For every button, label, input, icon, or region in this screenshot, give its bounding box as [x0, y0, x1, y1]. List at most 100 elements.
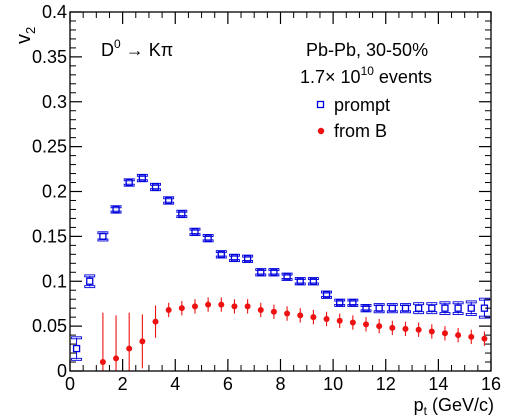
from-b-point [126, 345, 133, 352]
prompt-error-cap-top [294, 277, 306, 281]
prompt-point [388, 304, 396, 312]
prompt-error-cap-bottom [321, 295, 332, 299]
legend-label-from-b: from B [334, 121, 387, 141]
from-b-point [323, 315, 330, 322]
prompt-error-cap-top [71, 336, 83, 340]
prompt-point [322, 291, 331, 299]
from-b-point [415, 326, 422, 333]
x-tick-label: 6 [223, 374, 233, 394]
prompt-error-cap-top [215, 250, 227, 254]
prompt-error-cap-top [255, 268, 267, 272]
prompt-error-cap-bottom [215, 255, 227, 259]
from-b-point [402, 325, 409, 332]
prompt-error-cap-top [307, 277, 319, 281]
prompt-point [151, 183, 160, 191]
prompt-error-cap-bottom [439, 312, 451, 316]
y-axis-title-sub: 2 [23, 27, 38, 34]
prompt-error-cap-bottom [202, 239, 214, 243]
prompt-error-cap-top [452, 301, 464, 305]
prompt-error-cap-top [123, 178, 135, 182]
prompt-error-cap-bottom [281, 278, 293, 281]
prompt-error-cap-top [136, 173, 148, 177]
legend-label-prompt: prompt [334, 95, 390, 115]
legend: prompt from B [316, 95, 390, 141]
from-b-point [284, 310, 291, 317]
y-tick-label: 0.4 [42, 2, 67, 22]
prompt-error-cap-bottom [360, 309, 372, 313]
prompt-error-cap-top [439, 301, 451, 305]
prompt-error-cap-bottom [334, 304, 346, 307]
from-b-point [113, 355, 120, 362]
from-b-point [441, 330, 448, 337]
from-b-point [310, 314, 317, 321]
prompt-error-cap-bottom [163, 201, 175, 205]
collision-system-label: Pb-Pb, 30-50% [306, 40, 428, 60]
prompt-error-cap-bottom [307, 282, 319, 286]
prompt-point [112, 205, 120, 214]
prompt-error-cap-top [150, 182, 161, 186]
x-tick-label: 8 [275, 374, 285, 394]
y-tick-label: 0.25 [32, 137, 67, 157]
event-count-exponent: 10 [361, 64, 375, 78]
prompt-point [217, 250, 225, 258]
prompt-point [243, 255, 252, 263]
prompt-point [125, 178, 133, 187]
from-b-point [349, 319, 356, 326]
prompt-error-cap-bottom [452, 312, 464, 316]
y-tick-label: 0.35 [32, 47, 67, 67]
prompt-error-cap-bottom [71, 357, 83, 361]
from-b-point [455, 332, 462, 339]
prompt-point [296, 277, 304, 285]
prompt-error-cap-top [163, 196, 175, 200]
from-b-point [376, 323, 383, 330]
prompt-point [428, 304, 436, 312]
from-b-point [468, 333, 475, 340]
prompt-error-cap-bottom [84, 285, 96, 289]
event-count-mantissa: 1.7× 10 [300, 67, 361, 87]
from-b-point [428, 328, 435, 335]
decay-channel-label: D0 → Kπ [101, 37, 173, 60]
y-tick-label: 0.3 [42, 92, 67, 112]
prompt-point [309, 277, 318, 285]
prompt-point [401, 304, 410, 312]
prompt-point [257, 268, 265, 276]
prompt-point [165, 196, 173, 205]
prompt-error-cap-bottom [110, 210, 122, 214]
prompt-point [375, 304, 383, 312]
prompt-error-cap-bottom [242, 260, 254, 263]
prompt-error-cap-top [176, 209, 188, 213]
y-axis-title: v2 [13, 27, 38, 44]
prompt-error-cap-bottom [268, 273, 280, 277]
error-bars-layer [71, 173, 490, 371]
x-tick-label: 10 [323, 374, 343, 394]
from-b-point [205, 301, 212, 308]
legend-marker-from-b [317, 127, 325, 135]
from-b-point [244, 303, 251, 310]
prompt-error-cap-top [347, 298, 359, 302]
from-b-point [218, 301, 225, 308]
prompt-error-cap-top [465, 300, 477, 304]
prompt-point [467, 304, 475, 312]
prompt-error-cap-top [110, 205, 122, 209]
prompt-point [283, 273, 291, 281]
prompt-error-cap-top [189, 227, 201, 231]
y-tick-label: 0.1 [42, 271, 67, 291]
prompt-error-cap-top [242, 254, 254, 258]
from-b-point [178, 305, 185, 312]
x-tick-label: 16 [481, 374, 501, 394]
prompt-point [230, 254, 239, 262]
prompt-point [362, 304, 370, 312]
prompt-error-cap-bottom [189, 233, 201, 237]
from-b-point [165, 306, 172, 313]
prompt-point [72, 344, 81, 353]
prompt-point [86, 277, 94, 285]
markers-layer [72, 174, 489, 366]
prompt-error-cap-bottom [123, 183, 135, 187]
prompt-error-cap-top [321, 290, 332, 294]
prompt-error-cap-bottom [136, 179, 148, 183]
prompt-error-cap-bottom [294, 282, 306, 286]
prompt-error-cap-bottom [465, 313, 477, 316]
prompt-error-cap-bottom [347, 304, 359, 307]
prompt-point [204, 234, 212, 242]
